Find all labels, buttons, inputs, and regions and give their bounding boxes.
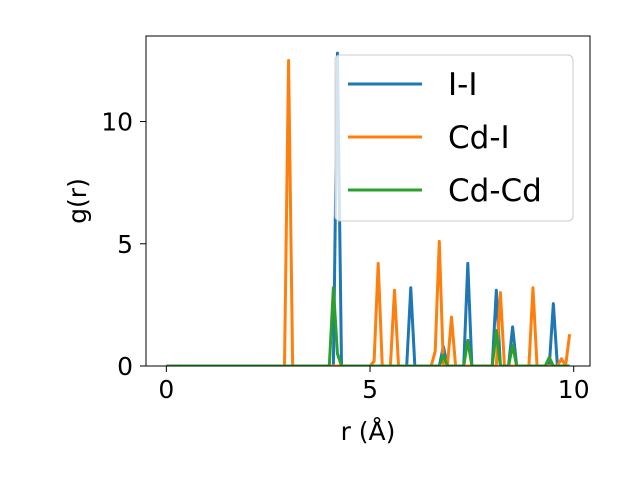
- x-axis-title: r (Å): [341, 417, 396, 446]
- y-axis-title: g(r): [63, 178, 92, 224]
- series-line-2: [166, 286, 570, 366]
- y-tick-label: 0: [117, 352, 133, 381]
- plot-frame: [145, 35, 591, 367]
- legend-label-0: I-I: [448, 67, 477, 103]
- legend-label-1: Cd-I: [448, 120, 510, 156]
- x-tick-label: 5: [362, 375, 378, 404]
- y-tick-label: 10: [101, 108, 133, 137]
- legend-box: [334, 54, 574, 222]
- legend: I-I Cd-I Cd-Cd: [334, 54, 574, 222]
- series-line-1: [166, 58, 572, 366]
- series-line-0: [166, 51, 570, 366]
- y-tick-label: 5: [117, 230, 133, 259]
- x-tick-label: 10: [558, 375, 590, 404]
- x-tick-label: 0: [158, 375, 174, 404]
- legend-label-2: Cd-Cd: [448, 173, 542, 209]
